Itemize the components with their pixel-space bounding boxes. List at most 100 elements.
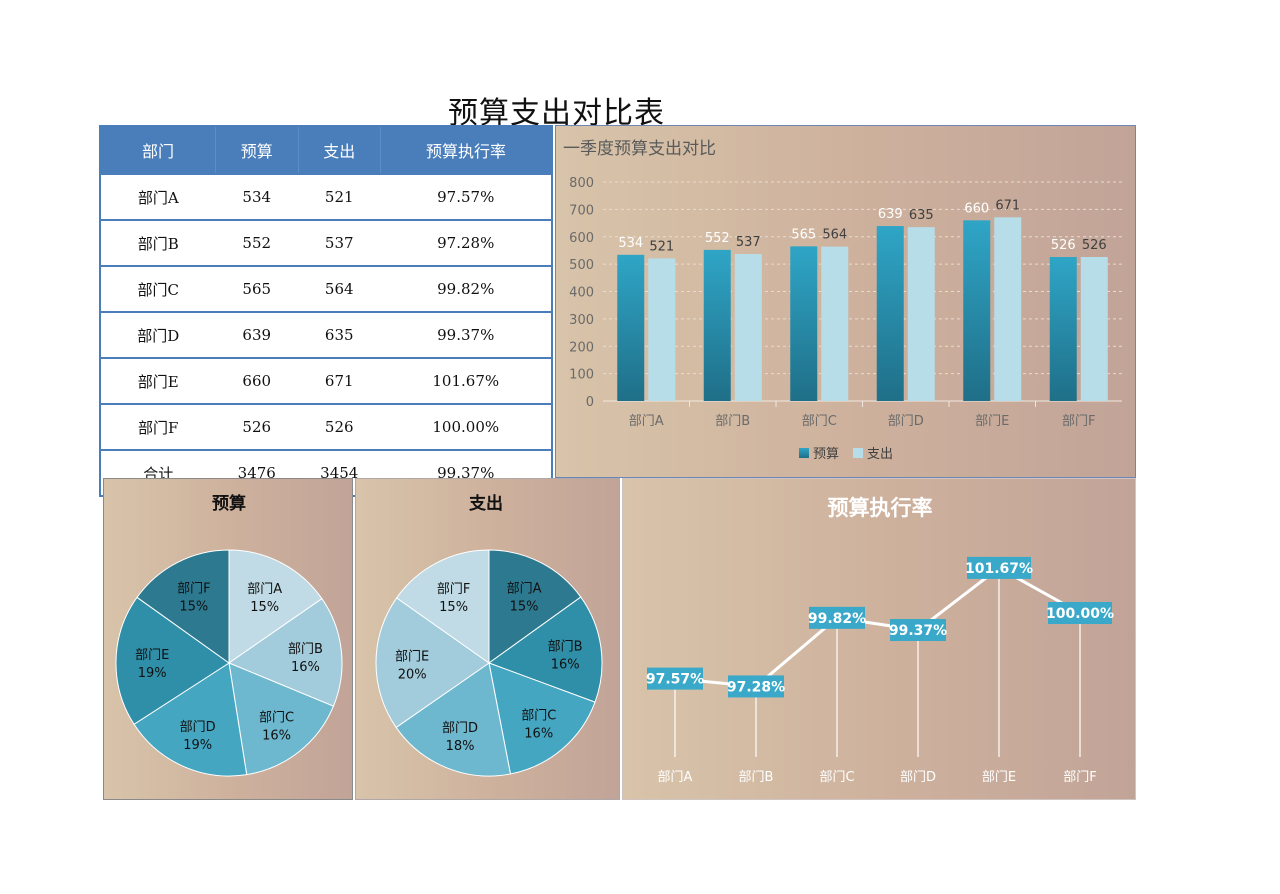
cell-budget: 534 — [215, 173, 298, 220]
y-tick-label: 400 — [569, 286, 594, 301]
pie-label: 部门A — [247, 582, 282, 597]
cell-expense: 671 — [298, 357, 381, 404]
data-label: 565 — [791, 227, 816, 242]
pie-percent: 20% — [398, 668, 427, 683]
cell-rate: 97.57% — [380, 173, 552, 220]
cell-expense: 537 — [298, 219, 381, 266]
pie-label: 部门C — [521, 709, 556, 724]
value-label-box — [809, 606, 865, 629]
header-rate: 预算执行率 — [380, 126, 552, 174]
data-label: 660 — [964, 201, 989, 216]
pie-slice — [228, 662, 335, 776]
cell-dept: 部门C — [100, 265, 216, 312]
pie-percent: 16% — [291, 660, 320, 675]
pie-slice — [395, 662, 512, 777]
cell-expense: 635 — [298, 311, 381, 358]
data-label: 635 — [909, 208, 934, 223]
bar-budget — [617, 254, 645, 401]
pie-label: 部门D — [180, 720, 216, 735]
cell-dept: 部门D — [100, 311, 216, 358]
value-label-box — [890, 619, 946, 642]
cell-rate: 99.37% — [380, 311, 552, 358]
x-tick-label: 部门E — [975, 414, 1009, 429]
bar-budget — [703, 249, 731, 401]
cell-budget: 565 — [215, 265, 298, 312]
pie-slice — [115, 596, 230, 725]
pie-label: 部门A — [507, 582, 542, 597]
pie-percent: 15% — [179, 600, 208, 615]
cell-dept: 合计 — [100, 449, 216, 496]
y-tick-label: 0 — [586, 395, 594, 410]
value-label-box — [647, 667, 703, 690]
bar-chart-panel: 一季度预算支出对比 0 100 200 300 400 500 600 700 800 部门A 534… — [555, 125, 1136, 478]
pie-label: 部门F — [177, 582, 210, 597]
table-row: 部门B 552 537 97.28% — [100, 219, 552, 266]
pie-percent: 16% — [524, 727, 553, 742]
x-tick-label: 部门C — [802, 414, 837, 429]
pie-percent: 16% — [551, 658, 580, 673]
table-row: 部门F 526 526 100.00% — [100, 403, 552, 450]
line-chart-title: 预算执行率 — [828, 496, 933, 520]
data-label: 526 — [1051, 238, 1076, 253]
pie-percent: 15% — [510, 600, 539, 615]
bar-expense — [734, 253, 762, 401]
value-label-box — [728, 675, 784, 698]
pie-percent: 18% — [446, 739, 475, 754]
data-label: 534 — [618, 236, 643, 251]
value-label-box — [967, 556, 1031, 579]
table-header-row: 部门 预算 支出 预算执行率 — [100, 126, 552, 174]
pie-label: 部门E — [395, 650, 429, 665]
cell-rate: 97.28% — [380, 219, 552, 266]
value-label-box — [1048, 602, 1112, 624]
y-tick-label: 600 — [569, 231, 594, 246]
value-label: 100.00% — [1046, 606, 1114, 622]
cell-rate: 101.67% — [380, 357, 552, 404]
x-tick-label: 部门D — [900, 770, 936, 785]
bar-expense — [994, 217, 1022, 401]
cell-rate: 100.00% — [380, 403, 552, 450]
bar-budget — [1049, 257, 1077, 401]
value-label: 97.28% — [727, 679, 785, 695]
pie-percent: 15% — [439, 600, 468, 615]
cell-dept: 部门F — [100, 403, 216, 450]
y-tick-label: 700 — [569, 203, 594, 218]
cell-budget: 660 — [215, 357, 298, 404]
rate-line-chart: 预算执行率 97.57% 部门A 97.28% 部门B 99.82% 部门C 99.37% 部门… — [646, 496, 1114, 785]
cell-expense: 564 — [298, 265, 381, 312]
value-label: 99.82% — [808, 611, 866, 627]
value-label: 97.57% — [646, 672, 704, 688]
cell-expense: 521 — [298, 173, 381, 220]
rate-line-panel: 预算执行率 97.57% 部门A 97.28% 部门B 99.82% 部门C 99.37% 部门… — [622, 478, 1136, 800]
pie-label: 部门E — [135, 648, 169, 663]
budget-pie-panel: 预算 部门A 15% 部门B 16% 部门C 16% 部门D 19% 部门E 19% 部门F 15% — [103, 478, 353, 800]
value-label: 99.37% — [889, 623, 947, 639]
pie-slice — [227, 597, 343, 707]
x-tick-label: 部门A — [629, 414, 664, 429]
rate-line — [674, 566, 1081, 688]
x-tick-label: 部门B — [739, 770, 774, 785]
budget-table: 部门 预算 支出 预算执行率 部门A 534 521 97.57% 部门B 552 537 9… — [99, 125, 553, 497]
pie-percent: 16% — [262, 728, 291, 743]
table-row: 部门E 660 671 101.67% — [100, 357, 552, 404]
pie-slice — [375, 597, 490, 729]
bar-chart: 一季度预算支出对比 0 100 200 300 400 500 600 700 800 部门A 534… — [563, 139, 1122, 462]
header-expense: 支出 — [298, 126, 381, 174]
y-tick-label: 500 — [569, 258, 594, 273]
legend-swatch — [853, 448, 863, 458]
pie-percent: 19% — [138, 666, 167, 681]
pie-slice — [228, 549, 323, 664]
data-label: 521 — [649, 239, 674, 254]
data-label: 537 — [736, 235, 761, 250]
y-tick-label: 200 — [569, 340, 594, 355]
pie-label: 部门C — [259, 710, 294, 725]
cell-budget: 526 — [215, 403, 298, 450]
pie-label: 部门D — [442, 721, 478, 736]
cell-expense: 526 — [298, 403, 381, 450]
pie-label: 部门F — [437, 582, 470, 597]
table-row: 部门A 534 521 97.57% — [100, 173, 552, 220]
legend-swatch — [799, 448, 809, 458]
bar-chart-title: 一季度预算支出对比 — [563, 139, 716, 159]
data-label: 639 — [878, 207, 903, 222]
